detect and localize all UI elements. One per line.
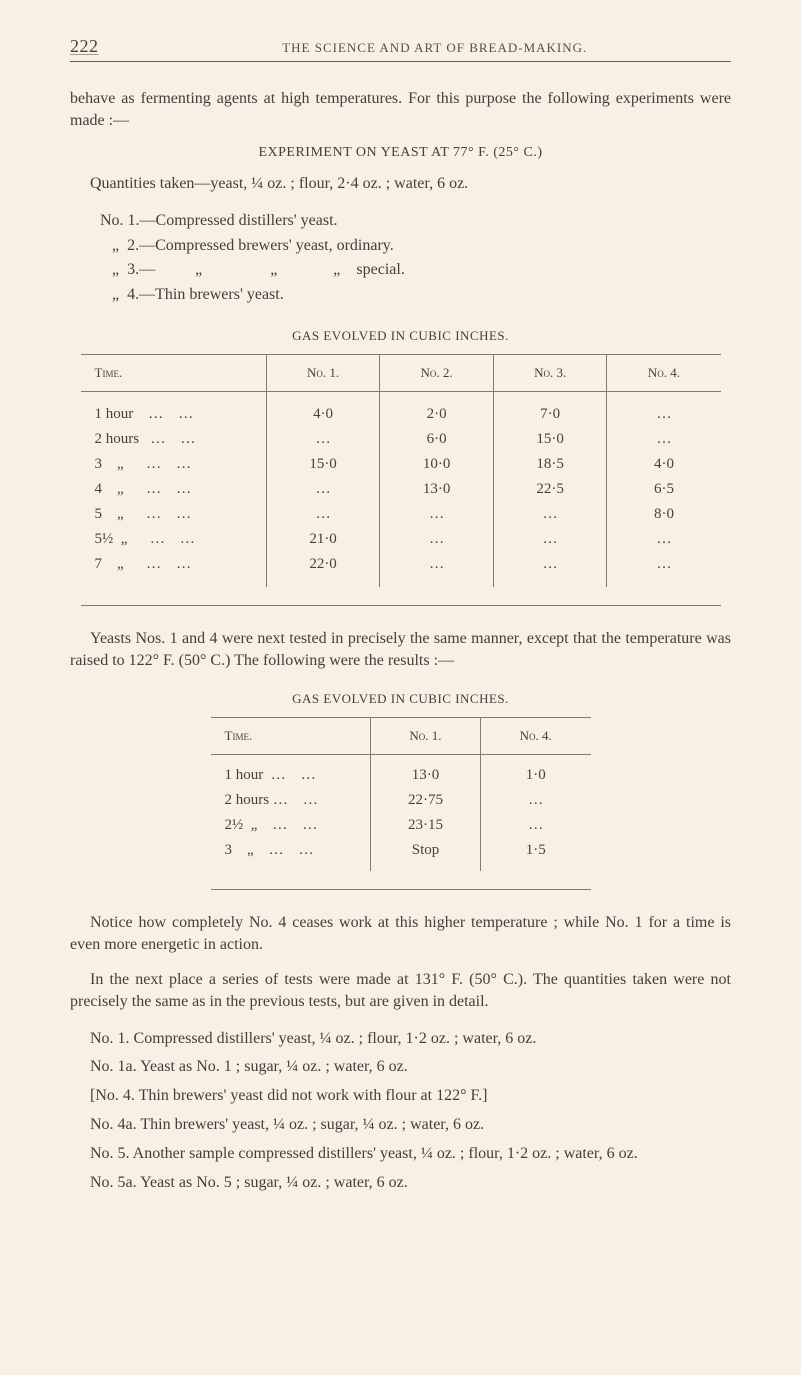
col-header: No. 4. — [607, 355, 721, 392]
table-cell: 6·0 — [380, 427, 494, 452]
table-cell: 13·0 — [380, 477, 494, 502]
table-cell: … — [481, 813, 591, 838]
list-item: „ 2.—Compressed brewers' yeast, ordinary… — [100, 234, 731, 259]
table-cell: … — [607, 427, 721, 452]
table2-container: Time. No. 1. No. 4. 1 hour … …13·01·02 h… — [211, 717, 591, 890]
col-header: No. 1. — [266, 355, 380, 392]
table-cell: 3 „ … … — [81, 452, 267, 477]
mid-paragraph: Yeasts Nos. 1 and 4 were next tested in … — [70, 628, 731, 671]
table-cell: 1·0 — [481, 755, 591, 789]
list-item: No. 5a. Yeast as No. 5 ; sugar, ¼ oz. ; … — [90, 1171, 731, 1196]
table-row: 3 „ … …15·010·018·54·0 — [81, 452, 721, 477]
table2-title: GAS EVOLVED IN CUBIC INCHES. — [70, 691, 731, 707]
table-cell: 6·5 — [607, 477, 721, 502]
table-cell: 2 hours … … — [81, 427, 267, 452]
quantities-line: Quantities taken—yeast, ¼ oz. ; flour, 2… — [70, 173, 731, 195]
col-header: Time. — [211, 718, 371, 755]
experiment-heading: EXPERIMENT ON YEAST AT 77° F. (25° C.) — [70, 145, 731, 161]
table-cell: 2½ „ … … — [211, 813, 371, 838]
table-cell: 7 „ … … — [81, 552, 267, 587]
col-header: No. 4. — [481, 718, 591, 755]
page: { "header": { "page_number": "222", "run… — [0, 0, 801, 1375]
list-item: „ 3.— „ „ „ special. — [100, 258, 731, 283]
table-row: 1 hour … …4·02·07·0… — [81, 391, 721, 427]
table-cell: … — [607, 552, 721, 587]
table1-container: Time. No. 1. No. 2. No. 3. No. 4. 1 hour… — [81, 354, 721, 606]
table-cell: 4·0 — [266, 391, 380, 427]
table-cell: 5½ „ … … — [81, 527, 267, 552]
table-cell: 2·0 — [380, 391, 494, 427]
col-header: No. 3. — [493, 355, 607, 392]
table-cell: … — [493, 527, 607, 552]
page-number: 222 — [70, 36, 99, 57]
table-cell: 4 „ … … — [81, 477, 267, 502]
table2: Time. No. 1. No. 4. 1 hour … …13·01·02 h… — [211, 718, 591, 871]
table-cell: 1 hour … … — [81, 391, 267, 427]
list-item: [No. 4. Thin brewers' yeast did not work… — [90, 1084, 731, 1109]
table-cell: … — [380, 502, 494, 527]
table-cell: 18·5 — [493, 452, 607, 477]
table1-title: GAS EVOLVED IN CUBIC INCHES. — [70, 328, 731, 344]
table-cell: … — [266, 502, 380, 527]
table-row: 3 „ … …Stop1·5 — [211, 838, 591, 871]
notice-paragraph: Notice how completely No. 4 ceases work … — [70, 912, 731, 955]
table-cell: … — [493, 552, 607, 587]
table-cell: … — [380, 527, 494, 552]
table-row: 5 „ … …………8·0 — [81, 502, 721, 527]
table-row: 1 hour … …13·01·0 — [211, 755, 591, 789]
list-item: No. 4a. Thin brewers' yeast, ¼ oz. ; sug… — [90, 1113, 731, 1138]
list-item: No. 1a. Yeast as No. 1 ; sugar, ¼ oz. ; … — [90, 1055, 731, 1080]
yeast-list: No. 1.—Compressed distillers' yeast. „ 2… — [100, 209, 731, 308]
table-cell: 5 „ … … — [81, 502, 267, 527]
table-cell: 15·0 — [493, 427, 607, 452]
list-item: No. 1.—Compressed distillers' yeast. — [100, 209, 731, 234]
next-tests-paragraph: In the next place a series of tests were… — [70, 969, 731, 1012]
table-cell: … — [266, 427, 380, 452]
list-item: No. 1. Compressed distillers' yeast, ¼ o… — [90, 1027, 731, 1052]
list-item: No. 5. Another sample compressed distill… — [90, 1142, 731, 1167]
table-cell: 22·5 — [493, 477, 607, 502]
intro-paragraph: behave as fermenting agents at high temp… — [70, 88, 731, 131]
table-cell: … — [380, 552, 494, 587]
col-header: No. 2. — [380, 355, 494, 392]
col-header: Time. — [81, 355, 267, 392]
table-cell: … — [493, 502, 607, 527]
table-cell: 1 hour … … — [211, 755, 371, 789]
table-row: 2 hours … …22·75… — [211, 788, 591, 813]
table-row: 2 hours … ……6·015·0… — [81, 427, 721, 452]
table-header-row: Time. No. 1. No. 2. No. 3. No. 4. — [81, 355, 721, 392]
table-row: 2½ „ … …23·15… — [211, 813, 591, 838]
table-cell: 23·15 — [371, 813, 481, 838]
table-header-row: Time. No. 1. No. 4. — [211, 718, 591, 755]
table-cell: 22·0 — [266, 552, 380, 587]
page-header: 222 THE SCIENCE AND ART OF BREAD-MAKING. — [70, 36, 731, 62]
table-cell: Stop — [371, 838, 481, 871]
table-cell: … — [481, 788, 591, 813]
table-row: 4 „ … ……13·022·56·5 — [81, 477, 721, 502]
table-cell: 21·0 — [266, 527, 380, 552]
table1-body: 1 hour … …4·02·07·0…2 hours … ……6·015·0…… — [81, 391, 721, 587]
table-cell: 15·0 — [266, 452, 380, 477]
table-cell: 7·0 — [493, 391, 607, 427]
table-cell: 4·0 — [607, 452, 721, 477]
table-cell: 1·5 — [481, 838, 591, 871]
table-cell: … — [266, 477, 380, 502]
end-list: No. 1. Compressed distillers' yeast, ¼ o… — [90, 1027, 731, 1196]
table2-body: 1 hour … …13·01·02 hours … …22·75…2½ „ …… — [211, 755, 591, 872]
table-row: 7 „ … …22·0……… — [81, 552, 721, 587]
table1: Time. No. 1. No. 2. No. 3. No. 4. 1 hour… — [81, 355, 721, 587]
col-header: No. 1. — [371, 718, 481, 755]
table-cell: … — [607, 391, 721, 427]
table-row: 5½ „ … …21·0……… — [81, 527, 721, 552]
table-cell: … — [607, 527, 721, 552]
table-cell: 8·0 — [607, 502, 721, 527]
table-cell: 10·0 — [380, 452, 494, 477]
table-cell: 2 hours … … — [211, 788, 371, 813]
table-cell: 22·75 — [371, 788, 481, 813]
list-item: „ 4.—Thin brewers' yeast. — [100, 283, 731, 308]
running-title: THE SCIENCE AND ART OF BREAD-MAKING. — [139, 40, 732, 56]
table-cell: 3 „ … … — [211, 838, 371, 871]
table-cell: 13·0 — [371, 755, 481, 789]
